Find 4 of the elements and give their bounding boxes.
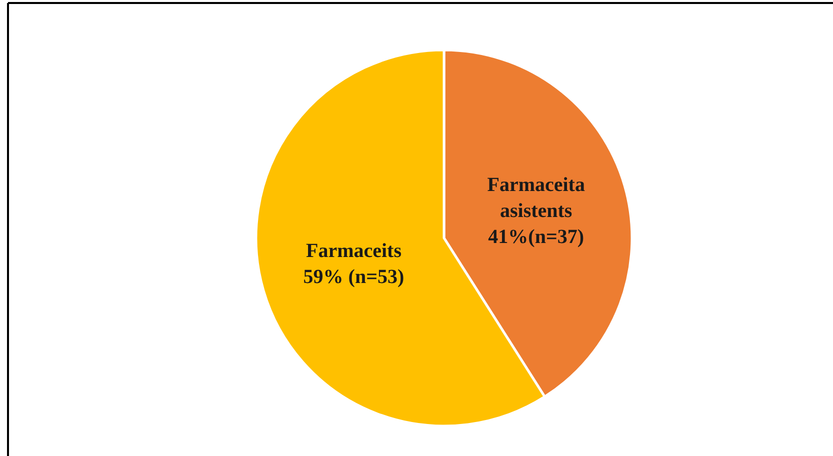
slice-label: Farmaceits	[306, 240, 402, 262]
slice-label: Farmaceita asistents	[487, 174, 585, 222]
data-label: 41%(n=37)	[488, 226, 584, 248]
data-label: 59% (n=53)	[303, 266, 404, 288]
